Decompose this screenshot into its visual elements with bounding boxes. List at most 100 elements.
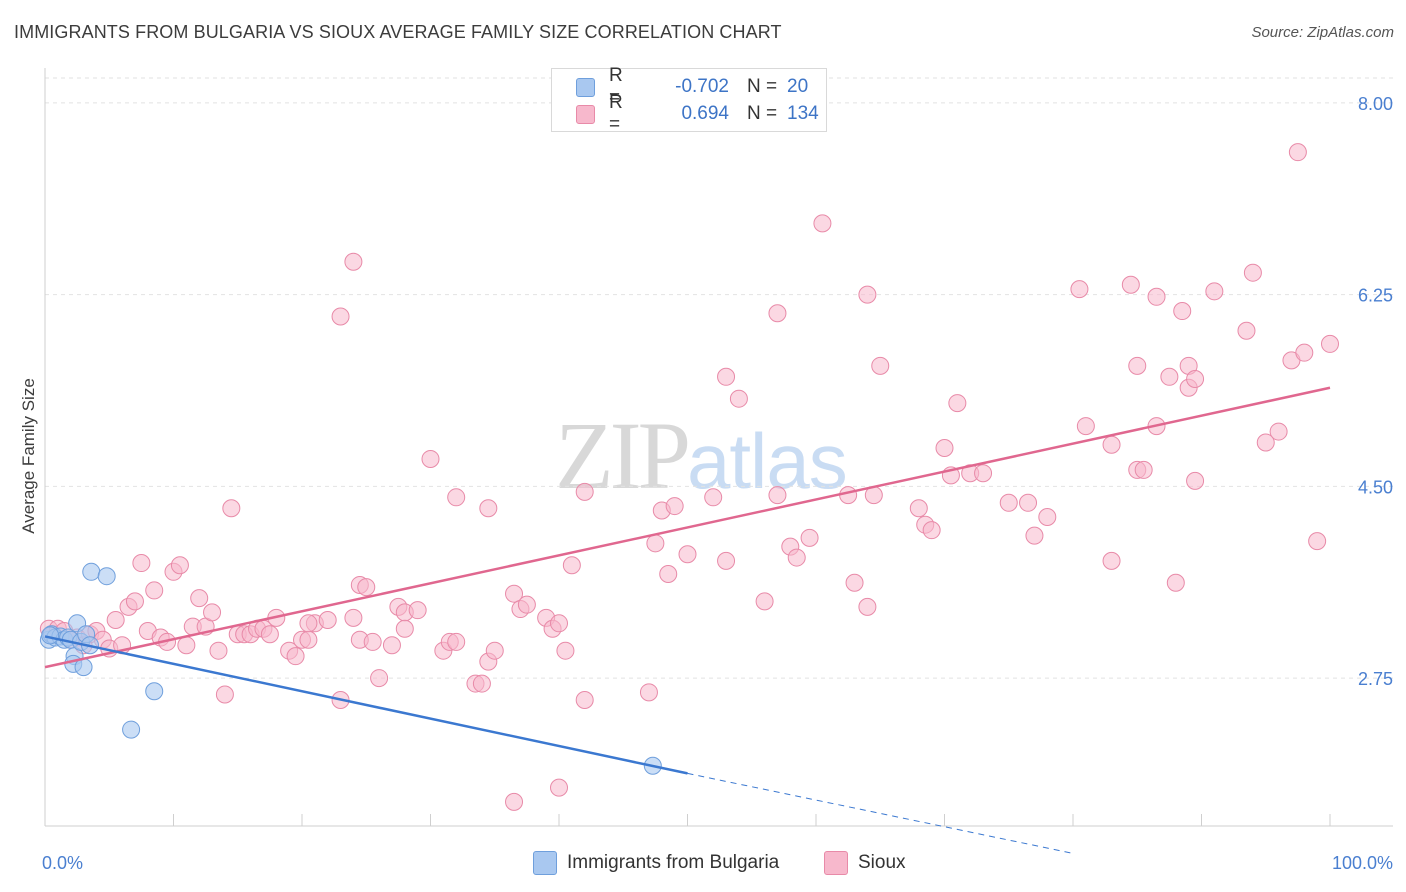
legend-n-label: N = [747, 76, 778, 97]
sioux-point [974, 464, 993, 483]
sioux-point [215, 685, 234, 704]
sioux-point [935, 439, 954, 457]
sioux-point [1134, 460, 1153, 479]
sioux-point [948, 394, 967, 413]
axes [44, 68, 1393, 827]
y-axis-label: Average Family Size [19, 378, 38, 534]
sioux-point [505, 792, 524, 811]
sioux-point [550, 614, 568, 633]
sioux-point [299, 630, 318, 649]
sioux-point [665, 497, 684, 516]
y-tick-label: 6.25 [1358, 286, 1393, 306]
sioux-point [125, 592, 144, 611]
legend-r-label: R = [609, 65, 623, 108]
sioux-point [408, 601, 427, 620]
sioux-points [39, 143, 1339, 811]
source-label: Source: ZipAtlas.com [1251, 24, 1394, 41]
sioux-point [909, 499, 928, 518]
sioux-point [447, 632, 466, 651]
bulgaria-point [122, 720, 141, 739]
legend-item-sioux: Sioux [824, 851, 906, 875]
sioux-point [1070, 280, 1089, 299]
sioux-point [1102, 551, 1121, 570]
sioux-point [170, 556, 189, 575]
sioux-point [800, 528, 819, 547]
sioux-point [858, 285, 877, 304]
sioux-point [209, 641, 228, 660]
sioux-point [1186, 369, 1205, 388]
sioux-point [1237, 321, 1256, 340]
legend-row-sioux: R = 0.694 N = 134 [576, 92, 827, 135]
legend-swatch-sioux [824, 851, 848, 875]
bulgaria-point [82, 562, 101, 581]
sioux-point [717, 367, 736, 386]
sioux-point [106, 611, 125, 630]
sioux-point [813, 214, 832, 233]
legend-swatch-bulgaria [533, 851, 557, 875]
sioux-point [145, 581, 164, 600]
legend-r-value: 0.694 [681, 103, 729, 124]
sioux-point [550, 778, 568, 797]
sioux-point [472, 674, 491, 693]
sioux-point [1128, 356, 1147, 375]
sioux-point [344, 608, 363, 627]
sioux-point [999, 493, 1018, 512]
sioux-point [318, 611, 337, 630]
sioux-point [562, 556, 581, 575]
chart-title: IMMIGRANTS FROM BULGARIA VS SIOUX AVERAG… [14, 22, 782, 42]
sioux-point [768, 486, 787, 505]
sioux-point [575, 482, 594, 501]
sioux-point [395, 619, 414, 638]
sioux-point [132, 554, 151, 573]
sioux-point [447, 488, 466, 507]
sioux-point [1076, 417, 1095, 436]
sioux-trend-line [44, 386, 1331, 669]
sioux-point [787, 548, 806, 567]
sioux-point [203, 603, 222, 622]
sioux-point [845, 573, 864, 592]
legend-swatch-sioux [576, 104, 595, 124]
sioux-point [177, 636, 196, 655]
x-tick-label-max: 100.0% [1332, 853, 1393, 873]
sioux-point [659, 565, 678, 583]
sioux-point [1102, 435, 1121, 454]
sioux-point [1321, 334, 1339, 353]
sioux-point [1269, 422, 1288, 441]
sioux-point [479, 499, 498, 518]
bulgaria-point [41, 626, 60, 645]
sioux-point [260, 625, 279, 644]
y-tick-label: 2.75 [1358, 669, 1393, 689]
sioux-point [1288, 143, 1307, 162]
sioux-point [485, 641, 504, 660]
sioux-point [858, 597, 877, 616]
sioux-point [299, 614, 318, 633]
sioux-point [768, 304, 787, 323]
sioux-point [556, 641, 575, 660]
sioux-point [1019, 493, 1038, 512]
sioux-point [646, 534, 665, 553]
sioux-point [1295, 343, 1314, 362]
sioux-point [729, 389, 748, 408]
tick-labels: 2.75 4.50 6.25 8.00 0.0% 100.0% Average Family… [19, 94, 1393, 873]
x-tick-label-min: 0.0% [42, 853, 83, 873]
sioux-point [1160, 367, 1179, 386]
sioux-point [357, 578, 376, 597]
y-tick-label: 8.00 [1358, 94, 1393, 114]
sioux-point [382, 636, 401, 655]
sioux-point [1147, 287, 1166, 306]
sioux-point [1173, 302, 1192, 321]
sioux-point [1205, 282, 1224, 301]
legend-label-sioux: Sioux [858, 852, 906, 873]
series-legend: Immigrants from Bulgaria Sioux [0, 851, 1406, 879]
sioux-point [922, 521, 941, 540]
sioux-point [678, 545, 697, 564]
correlation-legend: R = -0.702 N = 20 R = 0.694 N = 134 [551, 65, 827, 135]
bulgaria-trend-extension [687, 772, 1074, 854]
sioux-point [755, 592, 774, 611]
sioux-point [222, 499, 241, 518]
legend-n-label: N = [747, 103, 778, 124]
sioux-point [575, 691, 594, 709]
legend-row-bulgaria: R = -0.702 N = 20 [576, 65, 827, 108]
sioux-point [639, 683, 658, 702]
